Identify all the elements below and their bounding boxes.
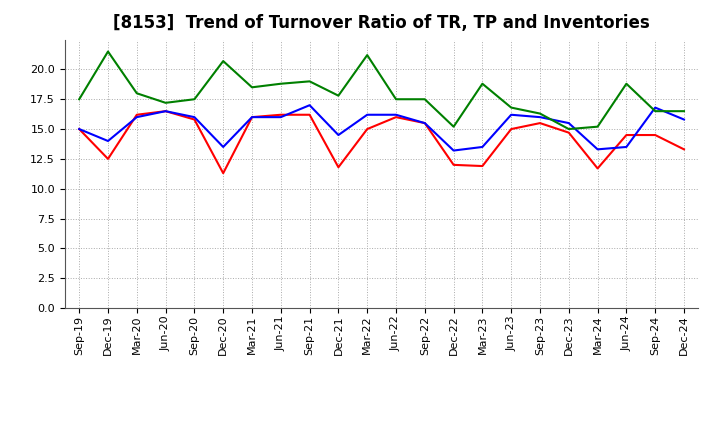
Inventories: [593, 124, 602, 129]
Inventories: [161, 100, 170, 106]
Trade Receivables: [536, 121, 544, 126]
Trade Payables: [651, 105, 660, 110]
Trade Payables: [392, 112, 400, 117]
Trade Receivables: [190, 117, 199, 122]
Trade Payables: [478, 144, 487, 150]
Trade Receivables: [75, 126, 84, 132]
Trade Payables: [420, 121, 429, 126]
Trade Receivables: [680, 147, 688, 152]
Trade Payables: [190, 114, 199, 120]
Trade Payables: [680, 117, 688, 122]
Trade Payables: [276, 114, 285, 120]
Inventories: [420, 97, 429, 102]
Trade Payables: [564, 121, 573, 126]
Trade Receivables: [449, 162, 458, 168]
Trade Receivables: [363, 126, 372, 132]
Inventories: [363, 52, 372, 58]
Trade Payables: [363, 112, 372, 117]
Trade Payables: [75, 126, 84, 132]
Trade Receivables: [420, 121, 429, 126]
Line: Trade Receivables: Trade Receivables: [79, 111, 684, 173]
Trade Receivables: [305, 112, 314, 117]
Trade Payables: [161, 109, 170, 114]
Trade Payables: [305, 103, 314, 108]
Trade Payables: [248, 114, 256, 120]
Title: [8153]  Trend of Turnover Ratio of TR, TP and Inventories: [8153] Trend of Turnover Ratio of TR, TP…: [113, 15, 650, 33]
Trade Payables: [219, 144, 228, 150]
Trade Payables: [536, 114, 544, 120]
Inventories: [305, 79, 314, 84]
Inventories: [190, 97, 199, 102]
Trade Payables: [507, 112, 516, 117]
Trade Receivables: [507, 126, 516, 132]
Trade Receivables: [593, 166, 602, 171]
Trade Payables: [132, 114, 141, 120]
Inventories: [276, 81, 285, 86]
Trade Payables: [593, 147, 602, 152]
Inventories: [104, 49, 112, 54]
Trade Receivables: [132, 112, 141, 117]
Trade Receivables: [564, 130, 573, 135]
Trade Receivables: [651, 132, 660, 138]
Trade Receivables: [392, 114, 400, 120]
Inventories: [392, 97, 400, 102]
Trade Payables: [449, 148, 458, 153]
Trade Receivables: [622, 132, 631, 138]
Trade Receivables: [104, 156, 112, 161]
Trade Receivables: [248, 114, 256, 120]
Trade Payables: [104, 138, 112, 143]
Trade Receivables: [478, 163, 487, 169]
Trade Receivables: [334, 165, 343, 170]
Inventories: [536, 111, 544, 116]
Trade Payables: [334, 132, 343, 138]
Inventories: [507, 105, 516, 110]
Inventories: [622, 81, 631, 86]
Inventories: [564, 126, 573, 132]
Inventories: [680, 109, 688, 114]
Trade Receivables: [161, 109, 170, 114]
Inventories: [132, 91, 141, 96]
Inventories: [449, 124, 458, 129]
Line: Inventories: Inventories: [79, 51, 684, 129]
Inventories: [651, 109, 660, 114]
Inventories: [334, 93, 343, 98]
Line: Trade Payables: Trade Payables: [79, 105, 684, 150]
Inventories: [248, 84, 256, 90]
Inventories: [219, 59, 228, 64]
Inventories: [478, 81, 487, 86]
Trade Receivables: [219, 171, 228, 176]
Trade Payables: [622, 144, 631, 150]
Inventories: [75, 97, 84, 102]
Trade Receivables: [276, 112, 285, 117]
